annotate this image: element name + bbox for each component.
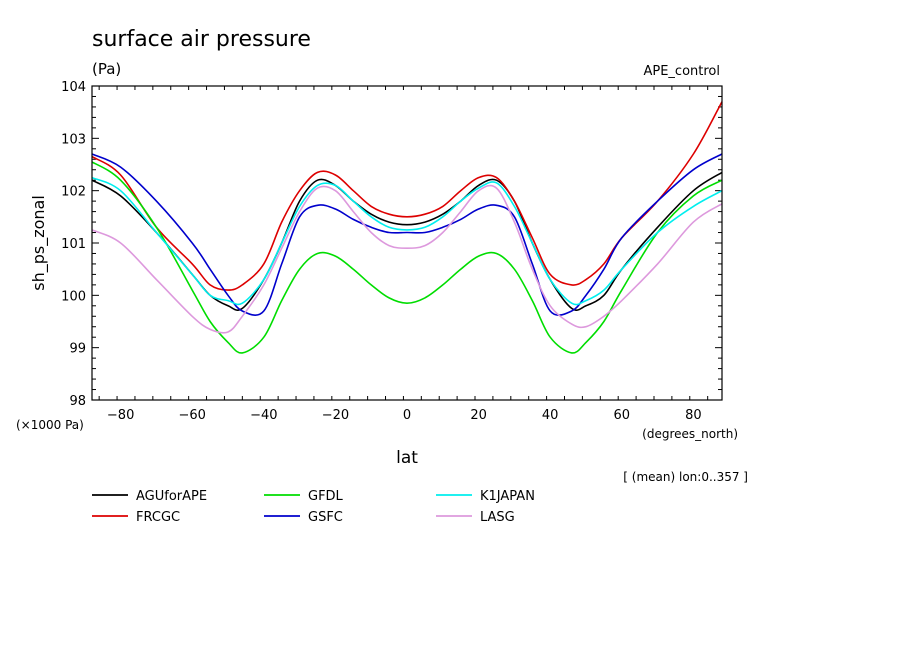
legend: AGUforAPE FRCGC GFDL GSFC K1JAPAN LASG [92, 489, 535, 525]
series-line-gsfc [91, 153, 723, 316]
x-unit-label: (degrees_north) [642, 427, 738, 441]
x-tick-label: −40 [250, 408, 277, 423]
x-tick-label: −60 [179, 408, 206, 423]
series-line-k1japan [91, 176, 723, 306]
y-axis-label: sh_ps_zonal [29, 195, 49, 291]
legend-label: GSFC [308, 510, 343, 525]
plot-frame [91, 85, 723, 401]
y-scale-label: (×1000 Pa) [16, 418, 84, 432]
run-label: APE_control [643, 64, 720, 79]
series-line-gfdl [91, 161, 723, 354]
x-tick-label: 80 [685, 408, 702, 423]
y-tick-label: 103 [61, 132, 86, 147]
legend-label: AGUforAPE [136, 489, 207, 504]
y-tick-label: 101 [61, 237, 86, 252]
x-tick-label: 40 [542, 408, 559, 423]
x-tick-label: 0 [403, 408, 411, 423]
legend-label: GFDL [308, 489, 344, 504]
x-tick-label: −20 [322, 408, 349, 423]
series-line-lasg [91, 184, 723, 334]
chart-subtitle: (Pa) [92, 60, 121, 78]
axis-ticks [92, 85, 722, 401]
y-tick-label: 99 [69, 342, 86, 357]
tick-labels: −80 −60 −40 −20 0 20 40 60 80 98 99 100 101 102 103 104 [61, 80, 701, 423]
series-line-aguforape [91, 171, 723, 311]
chart-title: surface air pressure [92, 27, 311, 52]
legend-label: K1JAPAN [480, 489, 535, 504]
x-axis-label: lat [396, 448, 418, 468]
footnote: [ (mean) lon:0..357 ] [623, 470, 748, 484]
y-tick-label: 102 [61, 185, 86, 200]
x-tick-label: 20 [470, 408, 487, 423]
y-tick-label: 98 [69, 394, 86, 409]
y-tick-label: 100 [61, 289, 86, 304]
y-tick-label: 104 [61, 80, 86, 95]
series-lines [91, 101, 723, 354]
legend-label: FRCGC [136, 510, 180, 525]
series-line-frcgc [91, 101, 723, 291]
x-tick-label: −80 [107, 408, 134, 423]
x-tick-label: 60 [613, 408, 630, 423]
legend-label: LASG [480, 510, 515, 525]
